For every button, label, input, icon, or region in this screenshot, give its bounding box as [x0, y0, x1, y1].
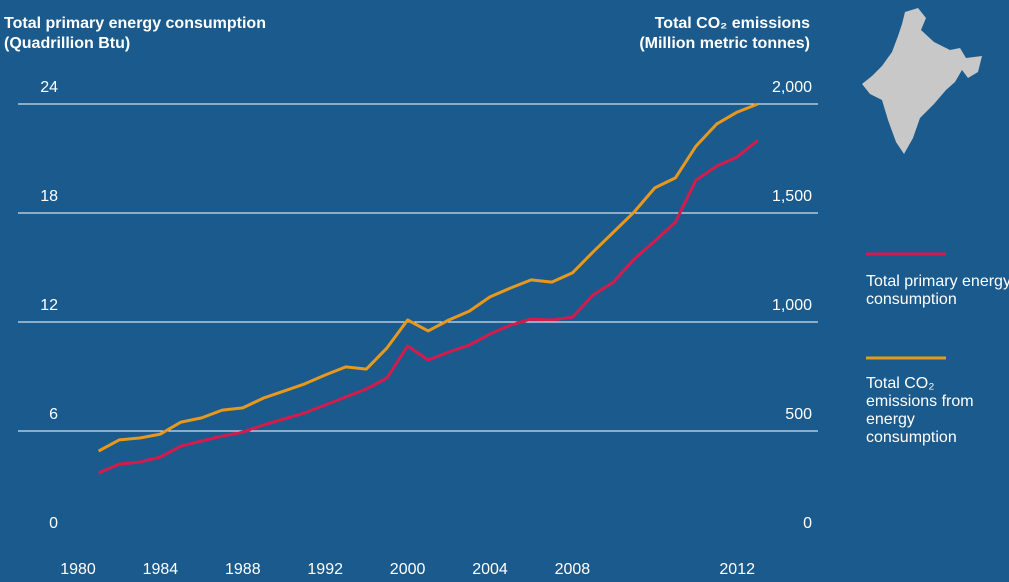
series-line — [97, 102, 759, 453]
y2-tick-label: 500 — [785, 406, 812, 423]
y2-tick-label: 1,500 — [772, 188, 812, 205]
x-tick-label: 2000 — [390, 561, 426, 578]
legend-label: Total primary energy consumption — [866, 273, 1009, 308]
y-tick-label: 12 — [40, 297, 58, 314]
india-map — [862, 8, 982, 154]
x-tick-label: 1988 — [225, 561, 261, 578]
y-axis-title: Total primary energy consumption — [4, 15, 266, 32]
y2-tick-label: 2,000 — [772, 79, 812, 96]
y2-axis-unit: (Million metric tonnes) — [639, 35, 810, 52]
x-tick-label: 1984 — [143, 561, 179, 578]
series-line — [98, 139, 759, 475]
x-tick-label: 2004 — [472, 561, 508, 578]
y-axis-unit: (Quadrillion Btu) — [4, 35, 130, 52]
y-tick-label: 0 — [49, 515, 58, 532]
y2-tick-label: 0 — [803, 515, 812, 532]
y2-tick-label: 1,000 — [772, 297, 812, 314]
y2-axis-title: Total CO₂ emissions — [655, 15, 810, 32]
x-tick-label: 2008 — [555, 561, 591, 578]
x-tick-label: 1980 — [60, 561, 96, 578]
y-tick-label: 6 — [49, 406, 58, 423]
legend-label: Total CO₂ emissions from energy consumpt… — [866, 375, 974, 446]
y-tick-label: 18 — [40, 188, 58, 205]
y-tick-label: 24 — [40, 79, 58, 96]
x-tick-label: 2012 — [719, 561, 755, 578]
x-tick-label: 1992 — [307, 561, 343, 578]
